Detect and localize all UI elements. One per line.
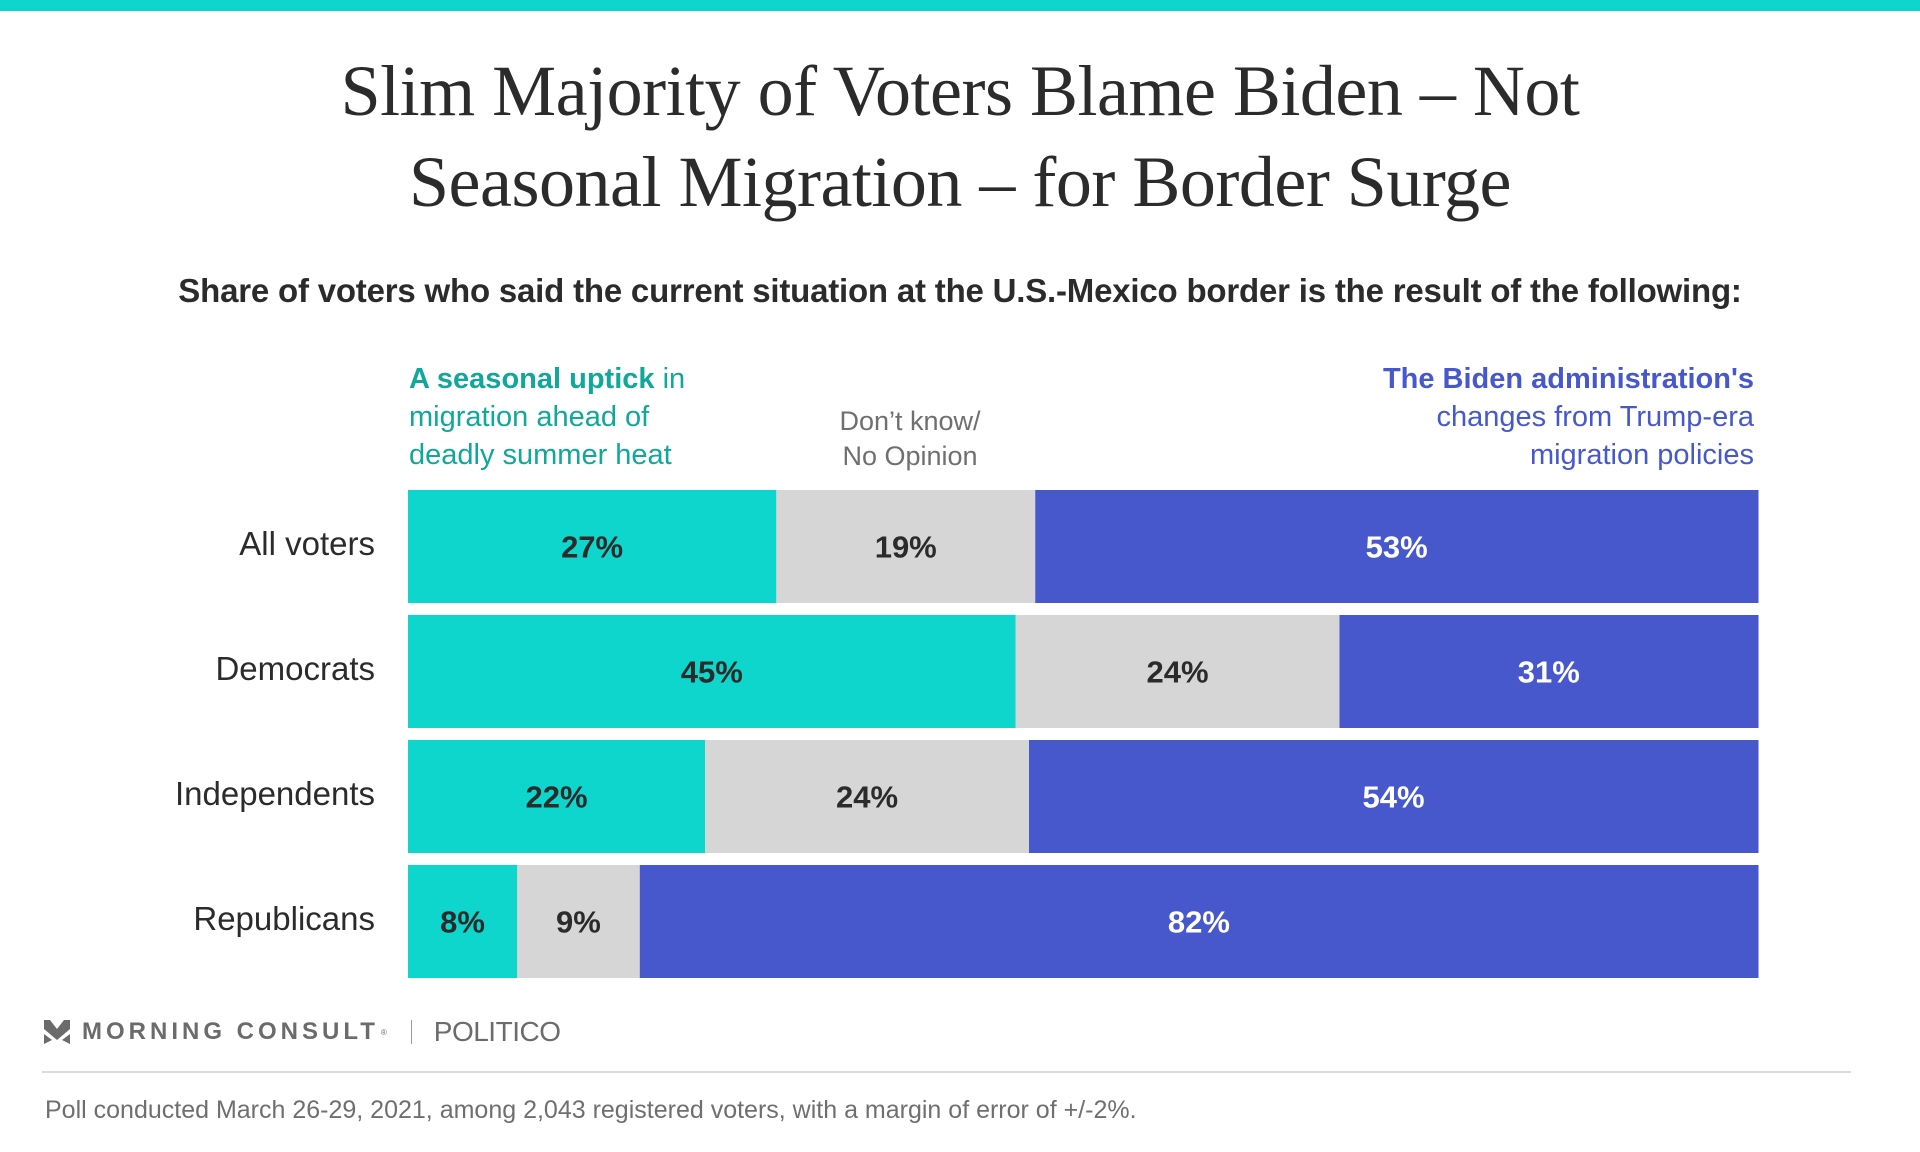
data-label-seasonal: 22%: [525, 780, 587, 815]
data-label-biden: 54%: [1362, 780, 1424, 815]
data-label-biden: 31%: [1518, 655, 1580, 690]
legend-seasonal-line-3: deadly summer heat: [409, 439, 672, 471]
legend-seasonal-text: in: [654, 363, 686, 395]
footer-divider: [42, 1071, 1851, 1073]
chart-title-line-1: Slim Majority of Voters Blame Biden – No…: [340, 51, 1580, 131]
data-label-dontknow: 19%: [875, 530, 937, 565]
legend-biden: The Biden administration's changes from …: [1383, 360, 1754, 474]
legend-dontknow-line-2: No Opinion: [842, 441, 978, 471]
bar-segment-dontknow: [705, 740, 1030, 853]
row-label-democrats: Democrats: [215, 649, 375, 687]
data-label-biden: 53%: [1366, 530, 1428, 565]
data-label-dontknow: 24%: [1146, 655, 1208, 690]
brand-separator: [410, 1020, 412, 1044]
bar-segment-seasonal: [408, 490, 777, 603]
legend-biden-bold: The Biden administration's: [1382, 363, 1754, 395]
bar-segment-dontknow: [517, 865, 641, 978]
legend-biden-line-2: changes from Trump-era: [1436, 401, 1754, 433]
data-label-seasonal: 8%: [440, 905, 485, 940]
bar-segment-biden: [639, 865, 1759, 978]
brand-bar: MORNING CONSULT ® POLITICO: [44, 1016, 561, 1048]
legend-seasonal-bold: A seasonal uptick: [409, 363, 655, 395]
bar-segment-seasonal: [408, 740, 706, 853]
legend-dontknow-line-1: Don’t know/: [839, 406, 981, 436]
top-accent-band: [0, 0, 1920, 11]
legend-seasonal: A seasonal uptick in migration ahead of …: [409, 360, 685, 474]
bar-segment-biden: [1339, 615, 1759, 728]
bar-segment-dontknow: [776, 490, 1036, 603]
registered-mark: ®: [380, 1027, 387, 1037]
legend-dontknow: Don’t know/ No Opinion: [810, 404, 1010, 474]
bar-segment-biden: [1035, 490, 1759, 603]
row-label-republicans: Republicans: [193, 899, 375, 937]
row-label-all-voters: All voters: [239, 524, 375, 562]
methodology-note: Poll conducted March 26-29, 2021, among …: [45, 1096, 1137, 1124]
bar-segment-dontknow: [1015, 615, 1340, 728]
legend-biden-line-3: migration policies: [1529, 439, 1754, 471]
data-label-dontknow: 24%: [836, 780, 898, 815]
bar-segment-seasonal: [408, 865, 518, 978]
chart-title: Slim Majority of Voters Blame Biden – No…: [0, 46, 1920, 228]
legend-seasonal-line-2: migration ahead of: [409, 401, 650, 433]
row-label-independents: Independents: [174, 774, 375, 812]
chart-subtitle: Share of voters who said the current sit…: [178, 272, 1742, 309]
morning-consult-wordmark: MORNING CONSULT: [82, 1018, 379, 1045]
data-label-biden: 82%: [1168, 905, 1230, 940]
bar-segment-seasonal: [408, 615, 1016, 728]
politico-wordmark: POLITICO: [433, 1016, 561, 1047]
bar-segment-biden: [1029, 740, 1759, 853]
data-label-dontknow: 9%: [556, 905, 601, 940]
morning-consult-logo-icon: [44, 1020, 70, 1044]
data-label-seasonal: 45%: [681, 655, 743, 690]
chart-title-line-2: Seasonal Migration – for Border Surge: [409, 142, 1511, 222]
data-label-seasonal: 27%: [561, 530, 623, 565]
